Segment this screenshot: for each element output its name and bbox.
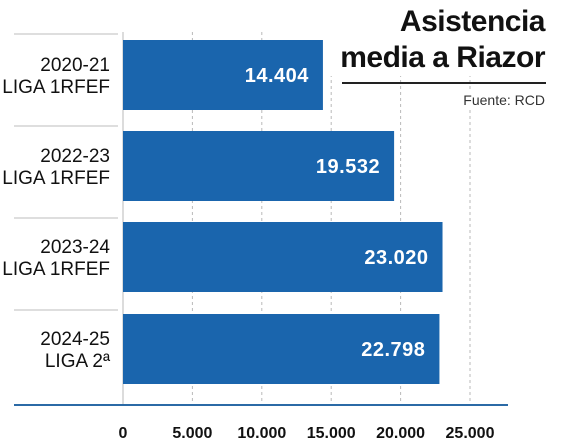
x-tick-label: 0 <box>119 425 128 440</box>
x-tick-label: 10.000 <box>237 425 286 440</box>
category-label-league: LIGA 1RFEF <box>2 77 110 98</box>
category-label-league: LIGA 1RFEF <box>2 259 110 280</box>
value-label: 22.798 <box>361 339 425 361</box>
chart-title-line-2: media a Riazor <box>340 41 545 74</box>
chart-title: Asistencia media a Riazor <box>326 4 545 76</box>
bar <box>123 131 395 201</box>
title-underline <box>342 82 546 84</box>
bar <box>123 40 323 110</box>
value-label: 14.404 <box>245 65 310 87</box>
x-tick-label: 5.000 <box>172 425 212 440</box>
bar <box>123 314 440 384</box>
bar <box>123 222 443 292</box>
chart-source: Fuente: RCD <box>455 92 545 108</box>
x-tick-label: 20.000 <box>376 425 425 440</box>
category-label-season: 2020-21 <box>40 55 110 76</box>
category-label-season: 2022-23 <box>40 146 110 167</box>
category-label-league: LIGA 1RFEF <box>2 168 110 189</box>
value-label: 23.020 <box>364 247 428 269</box>
category-label-season: 2023-24 <box>40 237 110 258</box>
chart-title-line-1: Asistencia <box>399 5 546 38</box>
value-label: 19.532 <box>316 156 380 178</box>
category-label-season: 2024-25 <box>40 329 110 350</box>
category-label-league: LIGA 2ª <box>45 351 111 372</box>
x-tick-label: 25.000 <box>446 425 495 440</box>
x-tick-label: 15.000 <box>307 425 356 440</box>
